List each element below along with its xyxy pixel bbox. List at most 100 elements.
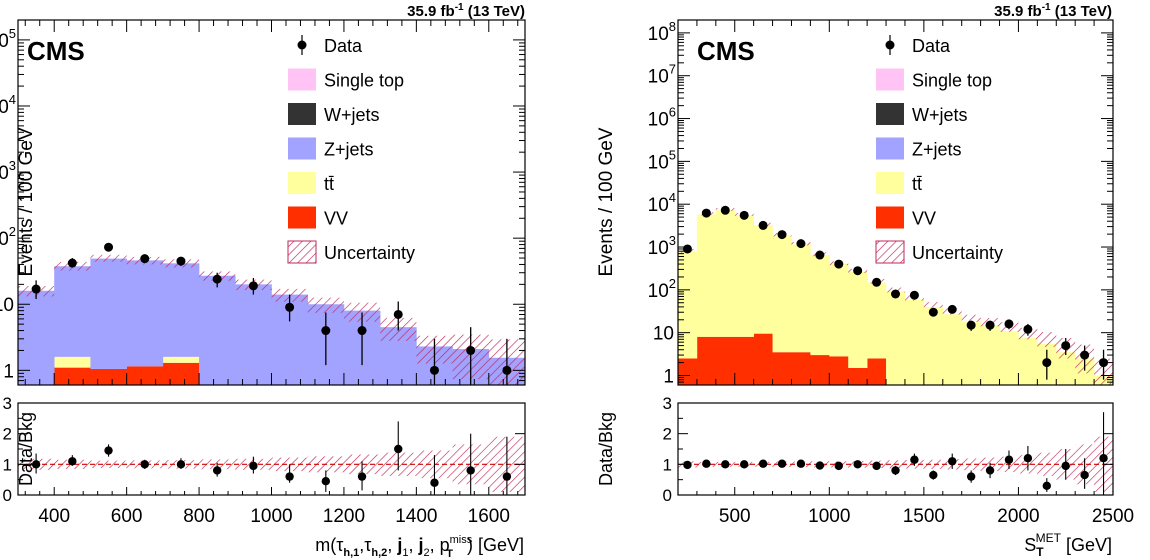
legend-label-ttbar: tt̄ — [324, 174, 334, 194]
ratio-point-9 — [357, 472, 367, 481]
legend-entry-uncertainty: Uncertainty — [287, 240, 415, 264]
legend-label-vv: VV — [324, 209, 348, 229]
right-ratio-area — [678, 412, 1113, 495]
y-tick-label: 103 — [648, 233, 676, 259]
bar-vv-5 — [772, 352, 792, 385]
data-point-1 — [67, 258, 77, 268]
legend-vv-swatch — [876, 206, 904, 229]
ratio-point-1 — [68, 457, 77, 466]
legend-label-w-jets: W+jets — [324, 105, 380, 125]
bar-zjets-1 — [54, 266, 91, 357]
bar-tt-6 — [791, 244, 811, 353]
legend-entry-single-top: Single top — [876, 68, 992, 91]
ratio-y-tick-label: 1 — [663, 455, 672, 474]
bar-vv-7 — [810, 355, 830, 385]
ratio-y-tick-label: 0 — [3, 486, 12, 505]
bar-vv-4 — [753, 333, 773, 385]
legend-label-vv: VV — [912, 209, 936, 229]
data-point-21 — [1080, 350, 1090, 360]
legend-single-top-swatch — [288, 68, 316, 91]
ratio-point-12 — [466, 466, 475, 475]
left-ratio-area — [18, 421, 525, 495]
ratio-point-5 — [212, 466, 222, 475]
legend-data-marker — [297, 40, 307, 50]
right-lumi-label: 35.9 fb-1 (13 TeV) — [994, 2, 1112, 20]
left-y-axis-label: Events / 100 GeV — [16, 127, 37, 276]
uncertainty-band-2 — [90, 254, 127, 262]
bar-tt-10 — [867, 282, 887, 359]
data-point-3 — [140, 254, 150, 264]
legend-label-data: Data — [912, 36, 951, 56]
data-point-18 — [1023, 324, 1033, 334]
left-x-axis-label: m(τh,1,τh,2, j1, j2, pmiss T) [GeV] — [315, 534, 524, 560]
uncertainty-band-8 — [307, 297, 344, 313]
data-point-14 — [947, 304, 957, 314]
right-ratio-frame — [677, 402, 1114, 496]
data-point-2 — [104, 242, 114, 252]
y-tick-label: 10 — [653, 324, 674, 345]
y-tick-label: 1 — [3, 361, 14, 382]
bar-tt-11 — [886, 291, 906, 385]
x-tick-label: 1600 — [468, 506, 510, 527]
bar-tt-14 — [942, 314, 962, 385]
bar-zjets-6 — [235, 284, 272, 385]
right-x-axis-label: STMET [GeV] — [1024, 531, 1112, 559]
x-tick-label: 400 — [38, 506, 70, 527]
bar-tt-17 — [999, 330, 1019, 385]
bar-vv-4 — [162, 362, 200, 385]
bar-vv-9 — [848, 367, 868, 385]
y-tick-label: 102 — [648, 276, 676, 302]
left-lumi-label: 35.9 fb-1 (13 TeV) — [407, 2, 525, 20]
ratio-point-2 — [721, 460, 730, 469]
data-point-15 — [966, 320, 976, 330]
data-point-22 — [1099, 358, 1109, 368]
legend-label-uncertainty: Uncertainty — [324, 243, 415, 263]
ratio-y-tick-label: 2 — [3, 425, 12, 444]
ratio-point-18 — [1023, 454, 1033, 463]
data-point-12 — [909, 290, 919, 300]
ratio-point-0 — [683, 460, 692, 470]
bar-tt-0 — [678, 251, 698, 359]
ratio-point-2 — [104, 446, 113, 455]
data-point-1 — [701, 208, 711, 218]
data-point-11 — [891, 289, 900, 299]
left-histogram-area — [18, 242, 525, 385]
legend-entry-data: Data — [297, 35, 363, 56]
data-point-17 — [1004, 319, 1014, 329]
ratio-point-3 — [140, 460, 149, 469]
legend-label-z-jets: Z+jets — [912, 140, 962, 160]
ratio-point-13 — [502, 472, 512, 481]
right-panel: 1 10 102 103 104 105 106 107 108 0 1 2 3 500 1000 1500 2… — [596, 2, 1134, 559]
y-tick-label: 107 — [648, 62, 676, 88]
legend-entry-w-jets: W+jets — [288, 103, 380, 125]
ratio-point-21 — [1080, 470, 1089, 480]
right-histogram-area — [678, 205, 1113, 385]
bar-tt-1 — [54, 356, 91, 368]
data-point-8 — [321, 326, 331, 336]
legend-entry-w-jets: W+jets — [876, 103, 968, 125]
bar-tt-3 — [734, 215, 754, 337]
legend-label-w-jets: W+jets — [912, 105, 968, 125]
left-legend: Data Single top W+jets Z+jets tt̄ VV Uncertain… — [287, 35, 415, 264]
data-point-8 — [834, 259, 844, 269]
right-axes: 1 10 102 103 104 105 106 107 108 0 1 2 3 500 1000 1500 2… — [648, 19, 1135, 527]
bar-tt-8 — [829, 263, 849, 357]
ratio-y-tick-label: 3 — [663, 394, 672, 413]
bar-zjets-0 — [18, 290, 55, 385]
x-tick-label: 2500 — [1092, 506, 1134, 527]
bar-vv-2 — [715, 336, 736, 385]
bar-vv-6 — [791, 352, 811, 385]
bar-tt-12 — [904, 299, 925, 385]
y-tick-label: 104 — [0, 92, 16, 118]
y-tick-label: 108 — [648, 19, 676, 45]
bar-vv-8 — [829, 356, 849, 385]
ratio-point-6 — [796, 459, 806, 468]
legend-ttbar-swatch — [876, 172, 904, 194]
ratio-point-16 — [985, 466, 995, 475]
data-point-5 — [212, 274, 222, 284]
ratio-y-tick-label: 3 — [3, 394, 12, 413]
uncertainty-band-15 — [961, 314, 981, 322]
ratio-y-tick-label: 1 — [3, 455, 12, 474]
uncertainty-band-9 — [343, 302, 381, 322]
data-point-16 — [985, 320, 995, 330]
